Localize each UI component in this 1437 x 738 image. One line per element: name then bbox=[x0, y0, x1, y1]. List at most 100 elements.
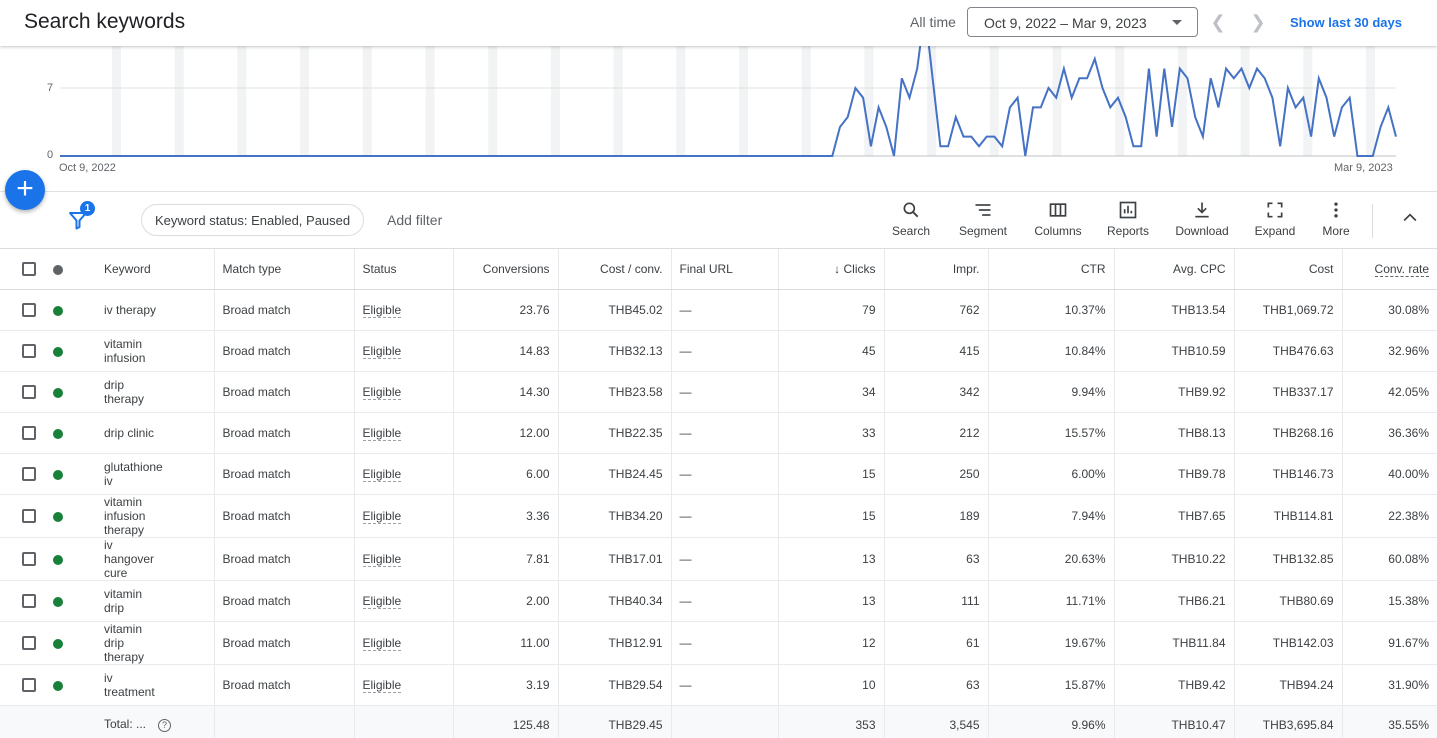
row-checkbox[interactable] bbox=[22, 509, 36, 524]
chevron-left-icon[interactable]: ❮ bbox=[1210, 12, 1226, 32]
row-checkbox[interactable] bbox=[22, 303, 36, 318]
date-range-picker[interactable]: Oct 9, 2022 – Mar 9, 2023 bbox=[967, 7, 1198, 37]
keyword-cell[interactable]: vitamin drip therapy bbox=[88, 621, 214, 665]
conv-rate-cell: 36.36% bbox=[1341, 412, 1437, 454]
row-checkbox-cell[interactable] bbox=[0, 580, 45, 622]
avg-cpc-cell: THB9.78 bbox=[1113, 453, 1234, 495]
keyword-cell[interactable]: vitamin infusion therapy bbox=[88, 494, 214, 538]
row-checkbox-cell[interactable] bbox=[0, 412, 45, 454]
total-ctr: 9.96% bbox=[987, 705, 1114, 738]
status-value[interactable]: Eligible bbox=[362, 509, 402, 524]
keyword-cell[interactable]: glutathione iv bbox=[88, 453, 214, 495]
table-row[interactable]: vitamin infusion Broad match Eligible 14.83… bbox=[0, 330, 1437, 372]
conversions-header[interactable]: Conversions bbox=[452, 248, 558, 290]
enabled-status-dot-icon bbox=[53, 305, 63, 316]
cost-header[interactable]: Cost bbox=[1233, 248, 1342, 290]
select-all-checkbox[interactable] bbox=[22, 262, 36, 277]
keyword-cell[interactable]: drip therapy bbox=[88, 371, 214, 413]
status-cell[interactable]: Eligible bbox=[353, 412, 453, 454]
row-checkbox-cell[interactable] bbox=[0, 664, 45, 706]
status-cell[interactable]: Eligible bbox=[353, 330, 453, 372]
status-value[interactable]: Eligible bbox=[362, 303, 402, 318]
row-checkbox-cell[interactable] bbox=[0, 289, 45, 331]
table-row[interactable]: drip therapy Broad match Eligible 14.30 THB2… bbox=[0, 371, 1437, 413]
add-filter-button[interactable]: Add filter bbox=[387, 212, 443, 228]
table-row[interactable]: glutathione iv Broad match Eligible 6.00 THB… bbox=[0, 453, 1437, 495]
status-value[interactable]: Eligible bbox=[362, 426, 402, 441]
search-icon bbox=[903, 202, 919, 218]
row-checkbox[interactable] bbox=[22, 594, 36, 609]
download-tool-button[interactable]: Download bbox=[1172, 200, 1232, 238]
row-checkbox-cell[interactable] bbox=[0, 371, 45, 413]
status-cell[interactable]: Eligible bbox=[353, 664, 453, 706]
status-cell[interactable]: Eligible bbox=[353, 371, 453, 413]
clicks-cell: 34 bbox=[777, 371, 884, 413]
status-value[interactable]: Eligible bbox=[362, 385, 402, 400]
conv-rate-header[interactable]: Conv. rate bbox=[1341, 248, 1437, 290]
row-checkbox[interactable] bbox=[22, 385, 36, 400]
table-row[interactable]: iv treatment Broad match Eligible 3.19 THB29… bbox=[0, 664, 1437, 706]
chevron-right-icon[interactable]: ❯ bbox=[1250, 12, 1266, 32]
row-checkbox-cell[interactable] bbox=[0, 621, 45, 665]
keyword-status-filter-chip[interactable]: Keyword status: Enabled, Paused bbox=[141, 204, 365, 236]
table-row[interactable]: vitamin infusion therapy Broad match Eligi… bbox=[0, 494, 1437, 538]
show-last-30-days-link[interactable]: Show last 30 days bbox=[1290, 15, 1402, 30]
status-cell[interactable]: Eligible bbox=[353, 580, 453, 622]
keyword-header[interactable]: Keyword bbox=[88, 248, 214, 290]
select-all-checkbox-cell[interactable] bbox=[0, 248, 45, 290]
row-checkbox-cell[interactable] bbox=[0, 537, 45, 581]
table-row[interactable]: drip clinic Broad match Eligible 12.00 THB22… bbox=[0, 412, 1437, 454]
match-type-cell: Broad match bbox=[213, 664, 354, 706]
status-cell[interactable]: Eligible bbox=[353, 537, 453, 581]
reports-tool-button[interactable]: Reports bbox=[1103, 200, 1153, 238]
row-checkbox[interactable] bbox=[22, 636, 36, 651]
keyword-cell[interactable]: iv hangover cure bbox=[88, 537, 214, 581]
status-value[interactable]: Eligible bbox=[362, 678, 402, 693]
row-checkbox-cell[interactable] bbox=[0, 330, 45, 372]
keyword-cell[interactable]: vitamin drip bbox=[88, 580, 214, 622]
status-header[interactable]: Status bbox=[353, 248, 453, 290]
clicks-header[interactable]: ↓ Clicks bbox=[777, 248, 884, 290]
match-type-header[interactable]: Match type bbox=[213, 248, 354, 290]
total-empty-cell bbox=[353, 705, 453, 738]
row-checkbox-cell[interactable] bbox=[0, 494, 45, 538]
chevron-up-icon[interactable] bbox=[1400, 208, 1420, 228]
status-value[interactable]: Eligible bbox=[362, 636, 402, 651]
status-value[interactable]: Eligible bbox=[362, 467, 402, 482]
segment-tool-button[interactable]: Segment bbox=[955, 200, 1011, 238]
cost-conv-header[interactable]: Cost / conv. bbox=[557, 248, 671, 290]
status-cell[interactable]: Eligible bbox=[353, 453, 453, 495]
match-type-cell: Broad match bbox=[213, 621, 354, 665]
row-checkbox[interactable] bbox=[22, 678, 36, 693]
row-checkbox[interactable] bbox=[22, 552, 36, 567]
add-keyword-button[interactable]: + bbox=[5, 170, 45, 210]
status-value[interactable]: Eligible bbox=[362, 344, 402, 359]
columns-tool-button[interactable]: Columns bbox=[1030, 200, 1086, 238]
table-row[interactable]: vitamin drip therapy Broad match Eligible 1… bbox=[0, 621, 1437, 665]
keyword-cell[interactable]: iv treatment bbox=[88, 664, 214, 706]
row-checkbox[interactable] bbox=[22, 467, 36, 482]
status-cell[interactable]: Eligible bbox=[353, 494, 453, 538]
keywords-table: Keyword Match type Status Conversions Co… bbox=[0, 248, 1437, 738]
keyword-cell[interactable]: vitamin infusion bbox=[88, 330, 214, 372]
avg-cpc-header[interactable]: Avg. CPC bbox=[1113, 248, 1234, 290]
help-icon[interactable]: ? bbox=[158, 718, 172, 732]
search-tool-button[interactable]: Search bbox=[890, 200, 932, 238]
table-row[interactable]: iv therapy Broad match Eligible 23.76 THB45.… bbox=[0, 289, 1437, 331]
keyword-cell[interactable]: iv therapy bbox=[88, 289, 214, 331]
table-row[interactable]: iv hangover cure Broad match Eligible 7.81 T… bbox=[0, 537, 1437, 581]
ctr-header[interactable]: CTR bbox=[987, 248, 1114, 290]
row-checkbox[interactable] bbox=[22, 344, 36, 359]
more-tool-button[interactable]: More bbox=[1318, 200, 1354, 238]
row-checkbox[interactable] bbox=[22, 426, 36, 441]
status-cell[interactable]: Eligible bbox=[353, 621, 453, 665]
expand-tool-button[interactable]: Expand bbox=[1251, 200, 1299, 238]
status-value[interactable]: Eligible bbox=[362, 552, 402, 567]
impr-header[interactable]: Impr. bbox=[883, 248, 988, 290]
table-row[interactable]: vitamin drip Broad match Eligible 2.00 THB40… bbox=[0, 580, 1437, 622]
status-value[interactable]: Eligible bbox=[362, 594, 402, 609]
row-checkbox-cell[interactable] bbox=[0, 453, 45, 495]
keyword-cell[interactable]: drip clinic bbox=[88, 412, 214, 454]
final-url-header[interactable]: Final URL bbox=[670, 248, 778, 290]
status-cell[interactable]: Eligible bbox=[353, 289, 453, 331]
